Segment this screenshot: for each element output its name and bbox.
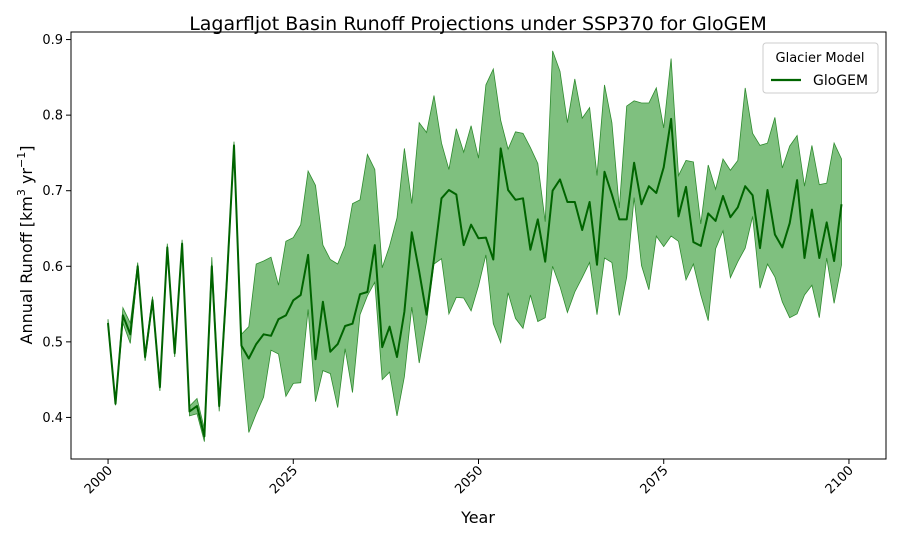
y-axis: 0.4 0.5 0.6 0.7 0.8 0.9 [42, 33, 71, 426]
y-tick-label: 0.5 [42, 335, 63, 350]
legend: Glacier Model GloGEM [762, 42, 879, 94]
chart-title: Lagarfljot Basin Runoff Projections unde… [189, 13, 767, 35]
uncertainty-band [107, 50, 842, 442]
y-axis-label-sup1: 3 [15, 189, 28, 196]
y-tick-label: 0.6 [42, 260, 63, 275]
y-axis-label: Annual Runoff [km3 yr−1] [15, 146, 36, 345]
x-axis-label: Year [460, 508, 495, 527]
plot-area [107, 50, 843, 442]
legend-label-glogem: GloGEM [813, 73, 868, 89]
y-tick-label: 0.7 [42, 184, 63, 199]
y-axis-label-mid: yr [17, 168, 36, 190]
y-axis-label-end: ] [17, 146, 36, 152]
legend-title: Glacier Model [776, 51, 865, 66]
y-axis-label-main: Annual Runoff [km [17, 196, 36, 344]
y-tick-label: 0.9 [42, 33, 63, 48]
y-tick-label: 0.8 [42, 109, 63, 124]
y-tick-label: 0.4 [42, 411, 63, 426]
y-axis-label-sup2: −1 [15, 152, 28, 168]
series-line-glogem [107, 117, 843, 438]
